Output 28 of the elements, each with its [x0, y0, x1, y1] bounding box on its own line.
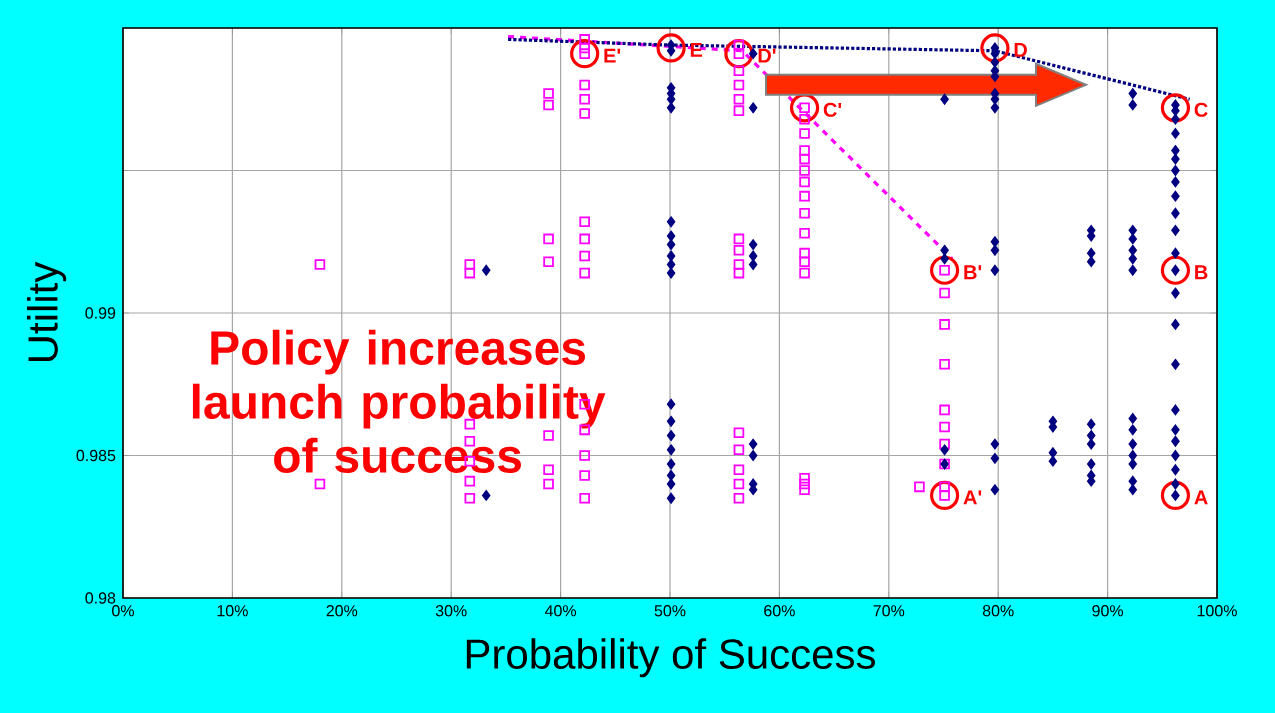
x-tick-label: 40% — [544, 605, 577, 617]
annotation: E' — [604, 48, 621, 63]
x-tick-label: 30% — [435, 605, 467, 617]
x-tick-label: 50% — [654, 605, 686, 617]
annotation: C' — [823, 102, 842, 117]
x-tick-label: 80% — [982, 605, 1014, 617]
annotation: A' — [963, 490, 982, 505]
annotation: D — [1014, 43, 1027, 57]
x-tick-label: 10% — [217, 605, 248, 617]
x-tick-label: 60% — [764, 605, 795, 617]
annotation: B' — [964, 265, 982, 280]
annotation: C — [1194, 102, 1208, 117]
annotation: B — [1195, 265, 1208, 280]
annotation: A — [1194, 490, 1208, 505]
y-axis-title: Utility — [27, 261, 67, 362]
x-tick-label: 100% — [1197, 605, 1237, 617]
y-tick-label: 0.985 — [76, 449, 116, 462]
x-tick-label: 90% — [1092, 605, 1124, 617]
line-series — [506, 37, 1192, 101]
x-tick-label: 20% — [326, 605, 358, 617]
annotation: E — [690, 43, 703, 57]
annotation: Policy increases launch probability of success — [192, 329, 606, 473]
x-tick-label: 70% — [873, 605, 905, 617]
y-tick-label: 0.99 — [85, 307, 116, 319]
y-tick-label: 0.98 — [85, 592, 116, 604]
x-tick-label: 0% — [112, 605, 134, 617]
x-axis-title: Probability of Success — [466, 638, 875, 678]
annotation: D' — [758, 48, 776, 63]
